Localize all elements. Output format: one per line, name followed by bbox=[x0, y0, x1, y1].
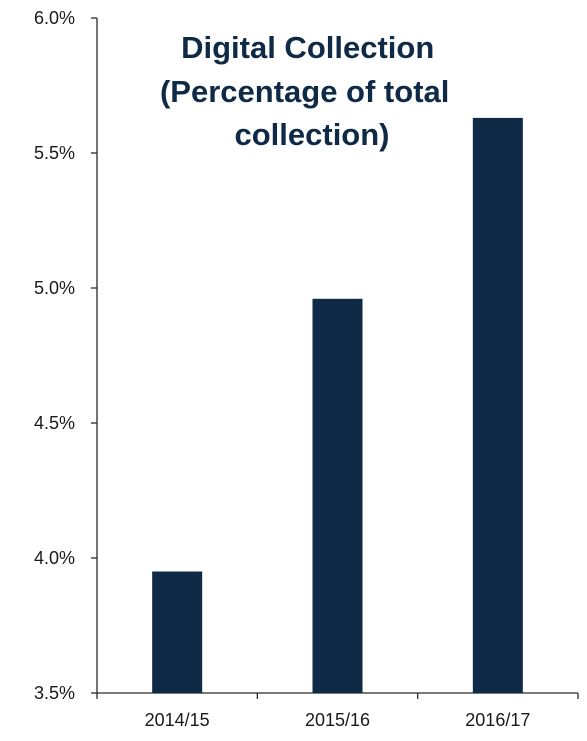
y-tick-label: 3.5% bbox=[34, 683, 75, 703]
bar bbox=[152, 571, 203, 693]
y-tick-label: 5.0% bbox=[34, 278, 75, 298]
chart-title-line-1: Digital Collection bbox=[181, 30, 434, 65]
bar bbox=[472, 117, 523, 693]
y-tick-label: 4.0% bbox=[34, 548, 75, 568]
y-tick-label: 4.5% bbox=[34, 413, 75, 433]
y-tick-label: 6.0% bbox=[34, 8, 75, 28]
chart-title-line-3: collection) bbox=[234, 117, 389, 152]
y-axis: 3.5% 4.0% 4.5% 5.0% 5.5% 6.0% bbox=[34, 8, 98, 703]
chart-title-line-2: (Percentage of total bbox=[160, 74, 449, 109]
x-axis: 2014/15 2015/16 2016/17 bbox=[96, 692, 579, 730]
x-tick-label: 2015/16 bbox=[305, 710, 370, 730]
x-tick-label: 2016/17 bbox=[465, 710, 530, 730]
bar bbox=[312, 298, 363, 693]
bars bbox=[152, 117, 523, 693]
y-tick-label: 5.5% bbox=[34, 143, 75, 163]
chart-title: Digital Collection (Percentage of total … bbox=[160, 30, 458, 152]
x-tick-label: 2014/15 bbox=[145, 710, 210, 730]
